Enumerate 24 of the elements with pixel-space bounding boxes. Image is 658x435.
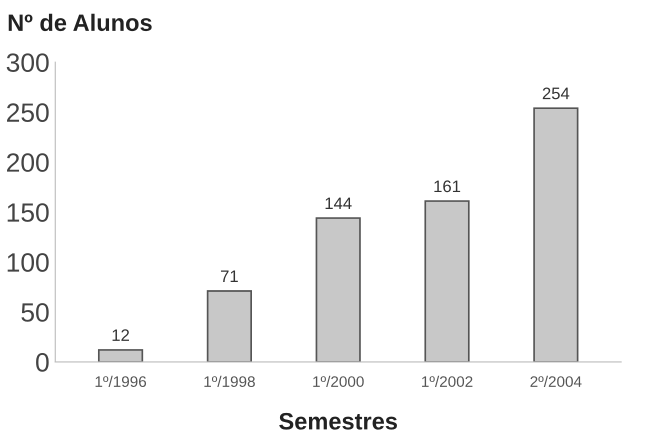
x-tick-label: 1º/1996 (96, 376, 146, 388)
x-tick-label: 1º/1998 (204, 376, 255, 388)
y-axis-title: Nº de Alunos (8, 14, 152, 32)
y-tick-label: 50 (21, 303, 49, 322)
data-label: 144 (326, 198, 352, 210)
x-tick-label: 2º/2004 (530, 376, 582, 388)
bar (206, 290, 252, 362)
y-tick-label: 250 (7, 103, 49, 122)
data-label: 254 (542, 88, 570, 100)
y-tick-label: 200 (7, 153, 49, 172)
bar (533, 107, 578, 362)
y-tick-label: 0 (36, 353, 49, 372)
bar (316, 217, 361, 362)
x-axis-title: Semestres (279, 412, 397, 430)
y-tick-label: 150 (8, 203, 49, 222)
bar (424, 200, 470, 362)
x-tick-label: 1º/2000 (313, 376, 364, 388)
x-tick-label: 1º/2002 (422, 376, 472, 388)
y-tick-label: 100 (8, 253, 49, 272)
data-label: 12 (112, 329, 129, 341)
y-tick-label: 300 (6, 53, 49, 72)
data-label: 71 (220, 270, 238, 282)
data-label: 161 (434, 180, 460, 192)
bar (98, 349, 144, 362)
